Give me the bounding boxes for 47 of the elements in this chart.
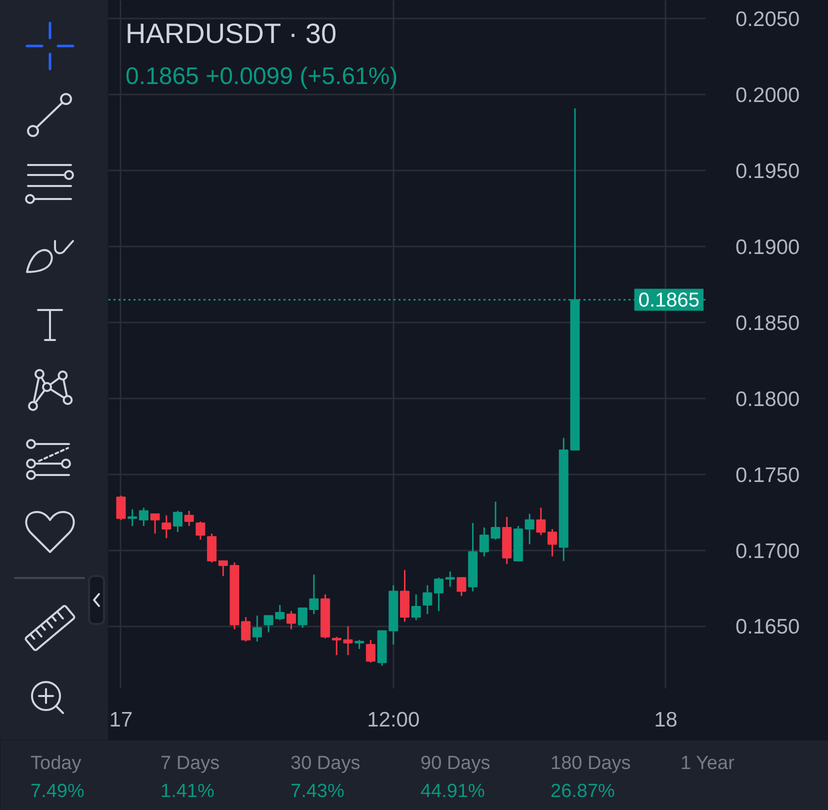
candlestick — [445, 570, 455, 588]
text: 180 Days 26.87% — [550, 753, 631, 802]
text: 90 Days 44.91% — [420, 753, 490, 802]
text: 30 Days 7.43% — [290, 753, 360, 802]
candlestick — [422, 584, 432, 615]
y-tick-label: 0.1950 — [736, 160, 800, 184]
candlestick — [536, 507, 546, 536]
candlestick — [172, 510, 182, 533]
y-tick-label: 0.1850 — [736, 312, 800, 335]
candlestick — [241, 616, 251, 642]
candlestick — [434, 576, 444, 612]
text: HARDUSDT · 30 — [126, 18, 337, 49]
y-tick-label: 0.2000 — [736, 84, 800, 108]
candlestick — [524, 513, 534, 545]
ref-line-label: 0.1865 — [638, 290, 700, 312]
y-tick-label: 0.1650 — [736, 616, 800, 639]
candlestick — [411, 594, 421, 621]
candlestick — [252, 614, 262, 642]
candlestick — [490, 500, 500, 540]
x-tick-label: 12:00 — [367, 708, 420, 732]
candlestick — [184, 510, 194, 527]
candlestick — [138, 507, 148, 527]
candlestick — [150, 513, 160, 534]
text: 0.1865 +0.0099 (+5.61%) — [126, 63, 398, 90]
x-tick-label: 18 — [654, 708, 678, 732]
text: 1 Year — [680, 753, 736, 774]
y-tick-label: 0.1900 — [736, 236, 800, 260]
y-tick-label: 0.1750 — [736, 464, 800, 487]
x-tick-label: 17 — [109, 708, 133, 732]
text: 7 Days 1.41% — [160, 753, 220, 802]
candlestick — [479, 526, 489, 558]
candlestick — [162, 514, 172, 539]
candlestick — [218, 560, 228, 577]
candlestick — [128, 508, 138, 527]
candlestick — [366, 639, 376, 664]
candlestick — [332, 636, 342, 656]
candlestick — [548, 528, 558, 558]
candlestick — [286, 610, 296, 630]
candlestick — [196, 520, 206, 540]
y-tick-label: 0.1800 — [736, 388, 800, 411]
candlestick — [456, 576, 466, 597]
y-tick-label: 0.2050 — [736, 8, 800, 32]
y-tick-label: 0.1700 — [736, 540, 800, 563]
candlestick — [116, 494, 126, 521]
candlestick — [343, 625, 353, 656]
candlestick — [354, 639, 364, 650]
text: Today 7.49% — [30, 753, 84, 802]
